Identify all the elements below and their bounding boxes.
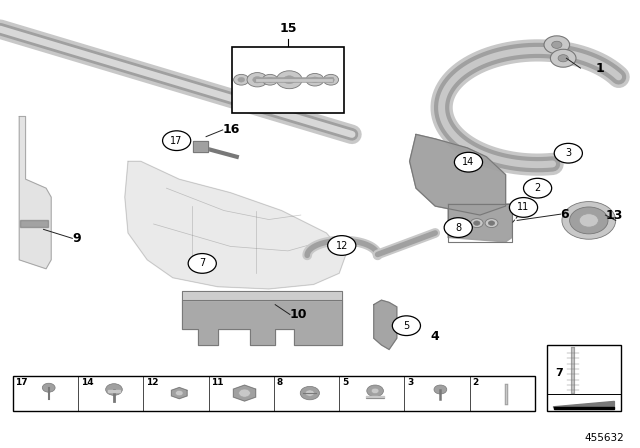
Circle shape xyxy=(238,78,244,82)
Circle shape xyxy=(524,178,552,198)
Circle shape xyxy=(163,131,191,151)
Circle shape xyxy=(328,236,356,255)
Text: 12: 12 xyxy=(335,241,348,250)
Polygon shape xyxy=(108,390,120,392)
Circle shape xyxy=(42,383,55,392)
Circle shape xyxy=(434,385,447,394)
Circle shape xyxy=(562,202,616,239)
Text: 2: 2 xyxy=(472,378,479,387)
Text: 1: 1 xyxy=(595,61,604,75)
Circle shape xyxy=(454,219,467,228)
Circle shape xyxy=(367,385,383,396)
Circle shape xyxy=(284,76,295,84)
Circle shape xyxy=(234,74,249,85)
Text: 7: 7 xyxy=(199,258,205,268)
Circle shape xyxy=(305,390,314,396)
Circle shape xyxy=(328,78,334,82)
Polygon shape xyxy=(410,134,506,215)
Circle shape xyxy=(267,78,273,82)
Circle shape xyxy=(485,219,498,228)
Text: 3: 3 xyxy=(407,378,413,387)
Text: 12: 12 xyxy=(146,378,159,387)
Circle shape xyxy=(458,221,464,225)
Circle shape xyxy=(311,77,319,82)
Text: 17: 17 xyxy=(170,136,183,146)
Polygon shape xyxy=(182,300,342,345)
Text: 3: 3 xyxy=(565,148,572,158)
Circle shape xyxy=(247,73,268,87)
Polygon shape xyxy=(366,396,384,397)
Text: 2: 2 xyxy=(534,183,541,193)
Text: 7: 7 xyxy=(556,368,563,378)
Circle shape xyxy=(239,389,250,397)
Circle shape xyxy=(488,221,495,225)
Circle shape xyxy=(544,36,570,54)
Circle shape xyxy=(262,74,278,85)
Text: 455632: 455632 xyxy=(585,433,625,443)
Circle shape xyxy=(470,219,483,228)
Circle shape xyxy=(444,218,472,237)
Polygon shape xyxy=(374,300,397,349)
Polygon shape xyxy=(20,220,48,227)
Text: 11: 11 xyxy=(211,378,224,387)
Text: 9: 9 xyxy=(72,232,81,245)
Circle shape xyxy=(323,74,339,85)
Circle shape xyxy=(474,221,480,225)
Circle shape xyxy=(371,388,379,393)
Text: 4: 4 xyxy=(430,330,439,344)
Polygon shape xyxy=(125,161,346,289)
Circle shape xyxy=(570,207,608,234)
Circle shape xyxy=(454,152,483,172)
Text: 14: 14 xyxy=(81,378,93,387)
Circle shape xyxy=(554,143,582,163)
Circle shape xyxy=(276,71,302,89)
Text: 8: 8 xyxy=(455,223,461,233)
Text: 17: 17 xyxy=(15,378,28,387)
Circle shape xyxy=(579,214,598,227)
Polygon shape xyxy=(172,388,187,399)
Circle shape xyxy=(106,383,122,395)
Polygon shape xyxy=(554,407,614,409)
Polygon shape xyxy=(182,291,342,300)
Polygon shape xyxy=(554,401,614,408)
Circle shape xyxy=(188,254,216,273)
Text: 10: 10 xyxy=(290,308,307,321)
FancyBboxPatch shape xyxy=(232,47,344,113)
Text: 5: 5 xyxy=(342,378,348,387)
Circle shape xyxy=(392,316,420,336)
Circle shape xyxy=(300,386,319,400)
Text: 6: 6 xyxy=(561,207,569,221)
Text: 14: 14 xyxy=(462,157,475,167)
Circle shape xyxy=(552,41,562,48)
Text: 5: 5 xyxy=(403,321,410,331)
Circle shape xyxy=(306,73,324,86)
Polygon shape xyxy=(448,204,512,242)
Circle shape xyxy=(558,55,568,62)
Circle shape xyxy=(550,49,576,67)
FancyBboxPatch shape xyxy=(547,345,621,411)
Polygon shape xyxy=(19,116,51,269)
Circle shape xyxy=(253,77,262,83)
Polygon shape xyxy=(193,141,208,152)
FancyBboxPatch shape xyxy=(13,376,535,411)
Polygon shape xyxy=(234,385,255,401)
Text: 15: 15 xyxy=(279,22,297,35)
Text: 13: 13 xyxy=(605,208,623,222)
Text: 16: 16 xyxy=(223,123,240,137)
Circle shape xyxy=(509,198,538,217)
Text: 8: 8 xyxy=(276,378,283,387)
Text: 11: 11 xyxy=(517,202,530,212)
Circle shape xyxy=(175,390,183,396)
